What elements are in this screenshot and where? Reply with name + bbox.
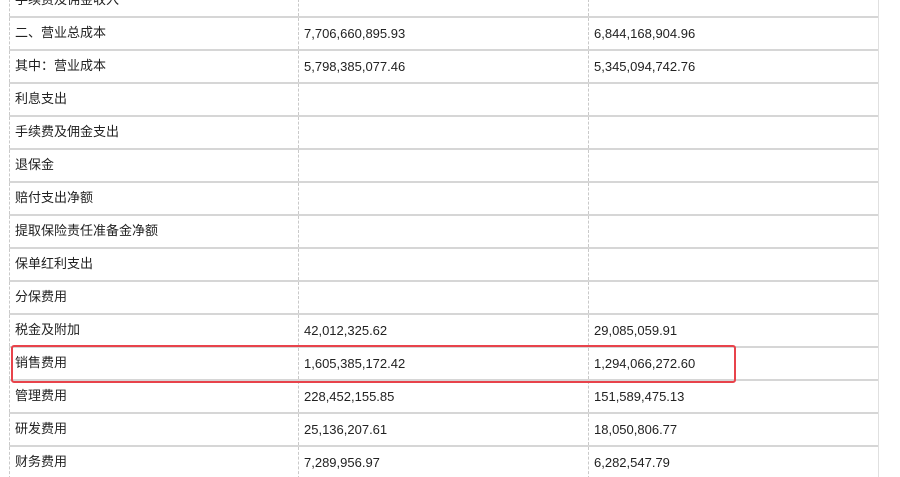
previous-period-value [588, 280, 879, 315]
table-row: 提取保险责任准备金净额 [9, 214, 879, 249]
row-label: 分保费用 [9, 280, 299, 315]
row-label: 销售费用 [9, 346, 299, 381]
row-label: 税金及附加 [9, 313, 299, 348]
previous-period-value [588, 115, 879, 150]
row-label: 退保金 [9, 148, 299, 183]
row-label: 提取保险责任准备金净额 [9, 214, 299, 249]
current-period-value: 228,452,155.85 [298, 379, 589, 414]
table-row: 二、营业总成本 7,706,660,895.93 6,844,168,904.96 [9, 16, 879, 51]
income-statement-table: 手续费及佣金收入 二、营业总成本 7,706,660,895.93 6,844,168… [9, 0, 879, 477]
page-edge-divider [878, 0, 879, 477]
current-period-value [298, 148, 589, 183]
row-label: 管理费用 [9, 379, 299, 414]
previous-period-value [588, 181, 879, 216]
previous-period-value [588, 214, 879, 249]
row-label: 其中：营业成本 [9, 49, 299, 84]
table-body: 手续费及佣金收入 二、营业总成本 7,706,660,895.93 6,844,168… [9, 0, 879, 477]
row-label: 手续费及佣金支出 [9, 115, 299, 150]
current-period-value [298, 82, 589, 117]
current-period-value: 25,136,207.61 [298, 412, 589, 447]
current-period-value: 1,605,385,172.42 [298, 346, 589, 381]
table-row: 研发费用 25,136,207.61 18,050,806.77 [9, 412, 879, 447]
previous-period-value [588, 82, 879, 117]
current-period-value [298, 0, 589, 18]
current-period-value: 42,012,325.62 [298, 313, 589, 348]
row-label: 财务费用 [9, 445, 299, 477]
row-label: 赔付支出净额 [9, 181, 299, 216]
current-period-value: 7,289,956.97 [298, 445, 589, 477]
previous-period-value [588, 0, 879, 18]
row-label: 利息支出 [9, 82, 299, 117]
table-row: 管理费用 228,452,155.85 151,589,475.13 [9, 379, 879, 414]
previous-period-value: 18,050,806.77 [588, 412, 879, 447]
current-period-value [298, 181, 589, 216]
current-period-value [298, 247, 589, 282]
row-label: 保单红利支出 [9, 247, 299, 282]
table-row: 利息支出 [9, 82, 879, 117]
current-period-value [298, 280, 589, 315]
previous-period-value: 6,844,168,904.96 [588, 16, 879, 51]
table-row: 赔付支出净额 [9, 181, 879, 216]
previous-period-value: 1,294,066,272.60 [588, 346, 879, 381]
current-period-value: 7,706,660,895.93 [298, 16, 589, 51]
table-row: 手续费及佣金收入 [9, 0, 879, 18]
table-row-highlighted: 销售费用 1,605,385,172.42 1,294,066,272.60 [9, 346, 879, 381]
row-label: 手续费及佣金收入 [9, 0, 299, 18]
table-row: 手续费及佣金支出 [9, 115, 879, 150]
table-row: 分保费用 [9, 280, 879, 315]
current-period-value [298, 115, 589, 150]
previous-period-value: 5,345,094,742.76 [588, 49, 879, 84]
table-row: 退保金 [9, 148, 879, 183]
previous-period-value: 151,589,475.13 [588, 379, 879, 414]
previous-period-value: 6,282,547.79 [588, 445, 879, 477]
row-label: 二、营业总成本 [9, 16, 299, 51]
previous-period-value [588, 247, 879, 282]
table-row: 税金及附加 42,012,325.62 29,085,059.91 [9, 313, 879, 348]
table-row: 保单红利支出 [9, 247, 879, 282]
previous-period-value [588, 148, 879, 183]
current-period-value: 5,798,385,077.46 [298, 49, 589, 84]
table-row: 财务费用 7,289,956.97 6,282,547.79 [9, 445, 879, 477]
row-label: 研发费用 [9, 412, 299, 447]
current-period-value [298, 214, 589, 249]
previous-period-value: 29,085,059.91 [588, 313, 879, 348]
table-row: 其中：营业成本 5,798,385,077.46 5,345,094,742.76 [9, 49, 879, 84]
